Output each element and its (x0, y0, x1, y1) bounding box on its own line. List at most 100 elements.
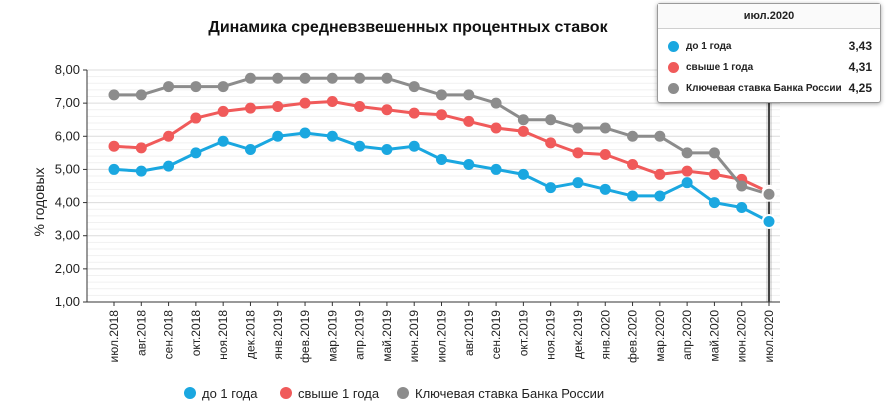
x-tick-label: ноя.2018 (216, 310, 230, 360)
series-line (112, 131, 771, 223)
data-point (163, 160, 175, 172)
data-point (217, 105, 229, 117)
gridlines (86, 69, 780, 303)
data-point (490, 122, 502, 134)
tooltip-series-value: 4,25 (848, 81, 872, 95)
data-point (326, 72, 338, 84)
data-point (408, 140, 420, 152)
legend-marker (397, 387, 409, 399)
tooltip-row-key-rate: Ключевая ставка Банка России 4,25 (658, 78, 880, 99)
data-point (599, 183, 611, 195)
data-point (135, 142, 147, 154)
x-tick-label: мар.2019 (325, 310, 339, 362)
data-point (326, 130, 338, 142)
data-point (163, 130, 175, 142)
legend-item-2[interactable]: Ключевая ставка Банка России (397, 386, 604, 401)
data-point (681, 177, 693, 189)
data-point (572, 122, 584, 134)
data-point (408, 81, 420, 93)
data-point (272, 100, 284, 112)
y-tick-label: 8,00 (55, 62, 80, 77)
data-point (272, 72, 284, 84)
legend-marker (184, 387, 196, 399)
y-axis-ticks: 1,00 2,00 3,00 4,00 5,00 6,00 7,00 8,00 (55, 62, 87, 309)
tooltip-row-long: свыше 1 года 4,31 (658, 57, 880, 78)
chart-title: Динамика средневзвешенных процентных ста… (208, 19, 608, 36)
data-point (654, 168, 666, 180)
data-point (517, 125, 529, 137)
x-tick-label: авг.2019 (462, 310, 476, 356)
legend-label: Ключевая ставка Банка России (415, 386, 604, 401)
data-point (217, 135, 229, 147)
data-point (463, 89, 475, 101)
x-tick-label: фев.2020 (626, 310, 640, 363)
data-point (135, 165, 147, 177)
data-point (190, 112, 202, 124)
legend[interactable]: до 1 года свыше 1 года Ключевая ставка Бан… (184, 386, 604, 401)
legend-item-1[interactable]: свыше 1 года (280, 386, 380, 401)
data-point (545, 137, 557, 149)
series-1 (108, 95, 777, 200)
data-point (708, 147, 720, 159)
x-tick-label: авг.2018 (134, 310, 148, 356)
series-dot-icon (668, 83, 679, 94)
series-2 (108, 72, 777, 202)
x-tick-label: июн.2019 (407, 310, 421, 363)
series-0 (108, 127, 777, 229)
tooltip-series-name: до 1 года (686, 41, 732, 52)
data-point (654, 130, 666, 142)
data-point (627, 158, 639, 170)
x-tick-label: апр.2020 (680, 310, 694, 360)
y-tick-label: 6,00 (55, 128, 80, 143)
data-point (545, 182, 557, 194)
legend-item-0[interactable]: до 1 года (184, 386, 258, 401)
tooltip: июл.2020 до 1 года 3,43 свыше 1 года 4,3… (657, 3, 881, 103)
y-tick-label: 1,00 (55, 294, 80, 309)
data-point (244, 144, 256, 156)
x-tick-label: июл.2018 (107, 310, 121, 363)
x-tick-label: июл.2020 (762, 310, 776, 363)
data-point (436, 89, 447, 101)
x-tick-label: янв.2019 (271, 310, 285, 360)
series-lines (108, 72, 777, 229)
data-point (463, 158, 475, 170)
x-tick-label: янв.2020 (598, 310, 612, 360)
x-tick-label: сен.2018 (162, 310, 176, 360)
data-point (217, 81, 229, 93)
data-point (244, 102, 256, 114)
tooltip-series-value: 4,31 (848, 60, 872, 74)
data-point (326, 95, 338, 107)
data-point (627, 130, 639, 142)
data-point (654, 190, 666, 202)
data-point (354, 140, 366, 152)
data-point (463, 115, 475, 127)
series-dot-icon (668, 41, 679, 52)
data-point (627, 190, 639, 202)
y-tick-label: 3,00 (55, 228, 80, 243)
data-point (354, 100, 366, 112)
tooltip-series-name: Ключевая ставка Банка России (686, 83, 842, 94)
data-point (599, 122, 611, 134)
data-point (708, 168, 720, 180)
data-point (681, 147, 693, 159)
data-point (408, 107, 420, 119)
data-point (517, 114, 529, 126)
data-point (761, 213, 777, 229)
data-point (108, 163, 120, 175)
data-point (436, 153, 447, 165)
y-tick-label: 7,00 (55, 95, 80, 110)
data-point (490, 163, 502, 175)
tooltip-series-value: 3,43 (848, 39, 872, 53)
data-point (190, 81, 202, 93)
x-tick-label: июл.2019 (435, 310, 449, 363)
data-point (108, 89, 120, 101)
data-point (681, 165, 693, 177)
y-axis-label: % годовых (31, 167, 47, 236)
data-point (381, 144, 393, 156)
data-point (761, 186, 777, 202)
data-point (135, 89, 147, 101)
tooltip-header: июл.2020 (658, 4, 880, 29)
data-point (736, 202, 748, 214)
